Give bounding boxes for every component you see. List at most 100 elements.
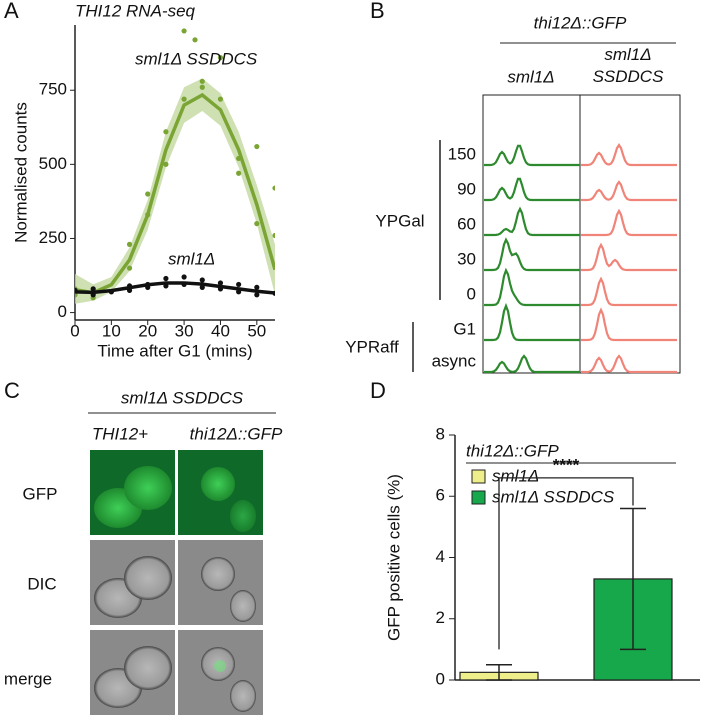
x-tick-label: 30 [175,321,194,340]
data-point [145,191,151,197]
column-label: THI12+ [92,424,148,443]
legend-swatch [471,469,486,484]
data-point [217,96,224,102]
cell [230,500,256,532]
histogram [581,180,677,202]
row-label: GFP [23,484,58,503]
cell [124,466,172,510]
legend-label: sml1Δ [492,466,539,485]
data-point [236,281,242,288]
y-tick-label: 2 [436,608,445,627]
y-tick-label: 8 [436,424,445,443]
data-point [199,277,205,283]
histogram [581,307,677,342]
histogram [484,177,580,202]
data-point [126,241,133,247]
x-tick-label: 10 [102,321,121,340]
group-label: YPGal [375,211,424,230]
trend-line [75,92,275,295]
column-label: thi12Δ::GFP [190,424,283,443]
histogram [484,267,580,307]
panel-label: A [4,0,19,23]
histogram [581,208,677,237]
data-point [181,96,187,102]
panel-label: B [370,0,385,23]
row-label: 60 [457,214,476,233]
series-label: sml1Δ SSDDCS [135,49,258,68]
histogram [581,242,677,272]
legend-swatch [471,490,486,505]
data-point [254,292,260,298]
column-label: sml1Δ [507,67,554,86]
row-label: G1 [453,319,476,338]
error-bar [620,507,646,651]
data-point [163,161,169,167]
cell [201,557,235,591]
cell [124,556,172,600]
group-label: YPRaff [345,337,399,356]
data-point [254,284,260,290]
data-point [272,185,275,191]
x-tick-label: 40 [211,321,230,340]
histogram [484,206,580,237]
data-point [199,78,205,84]
y-tick-label: 6 [436,486,445,505]
y-tick-label: 0 [58,302,67,321]
error-bar [486,663,512,681]
panel-d: 0 2 4 6 8 GFP positive cells (%) sml1Δ sml1Δ SS… [384,424,700,688]
histogram [484,144,580,167]
histogram [581,142,677,167]
column-label: sml1Δ SSDDCS [593,45,665,86]
row-label: 150 [448,144,476,163]
row-label: 0 [467,284,476,303]
row-label: 90 [457,179,476,198]
data-point [181,274,187,280]
y-tick-label: 750 [39,80,67,99]
histogram [484,354,580,374]
legend-label: sml1Δ SSDDCS [492,487,615,506]
significance: **** [553,455,580,474]
y-tick-label: 0 [436,669,445,688]
row-label: 30 [457,249,476,268]
row-label: merge [4,669,52,688]
significance-bracket [498,477,634,650]
plot [75,28,275,304]
y-tick-label: 4 [436,547,445,566]
data-point [163,275,169,282]
legend-title: thi12Δ::GFP [466,441,559,460]
data-point [236,170,242,176]
data-point [272,232,275,239]
x-axis-label: Time after G1 (mins) [97,341,252,360]
y-tick-label: 500 [39,154,67,173]
x-tick-label: 0 [70,321,79,340]
histogram [581,354,677,374]
row-label: DIC [27,574,56,593]
panel-label: C [4,378,20,403]
x-tick-label: 20 [138,321,157,340]
panel-label: D [370,378,386,403]
gfp-spot [214,660,226,672]
data-point [163,129,169,135]
cell [201,467,235,501]
data-point [126,265,133,271]
data-point [181,28,187,34]
x-tick-label: 50 [247,321,266,340]
data-point [90,286,96,292]
series-label: sml1Δ [168,249,215,268]
data-point [217,280,224,286]
y-axis-label: Normalised counts [11,102,30,243]
ci-band [75,78,275,304]
histogram [484,302,580,342]
data-point [199,284,205,290]
cell [230,680,256,712]
chart-title: THI12 RNA-seq [75,1,196,20]
cell [124,646,172,690]
histogram [484,237,580,272]
row-label: async [432,351,477,370]
data-point [254,221,260,227]
